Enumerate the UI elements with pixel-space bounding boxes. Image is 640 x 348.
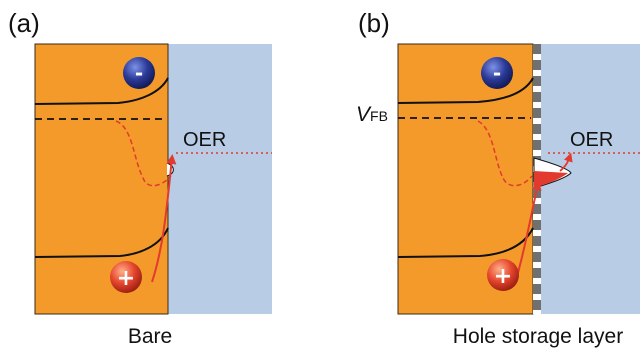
panel-b-label: (b) (358, 8, 390, 38)
hole-transfer-arrow-a (151, 154, 177, 283)
hole-transfer-arrow-b (515, 180, 542, 281)
semiconductor-region-a (34, 43, 169, 315)
hole-quasi-fermi-level-a (115, 120, 172, 187)
conduction-band-b (397, 77, 534, 104)
electron-sign-b: - (493, 61, 501, 85)
panel-a: (a) OER - + Bare (8, 8, 272, 348)
hole-icon-a (110, 261, 142, 293)
oer-label-b: OER (570, 129, 613, 151)
hole-icon-b (487, 259, 519, 291)
hole-sign-b: + (494, 264, 512, 289)
oer-label-a: OER (183, 129, 226, 151)
hole-sign-a: + (117, 266, 135, 291)
panel-b: (b) OER VFB - + Hole storage layer (356, 8, 640, 348)
oer-transfer-arrow-b (559, 152, 573, 172)
flat-band-label: VFB (356, 103, 388, 126)
electron-icon-b (481, 57, 513, 89)
electron-sign-a: - (135, 61, 143, 85)
conduction-band-a (34, 77, 169, 105)
stored-holes-fill (534, 171, 568, 188)
panel-a-label: (a) (8, 8, 40, 38)
electron-icon-a (123, 57, 155, 89)
caption-bare: Bare (128, 325, 172, 348)
valence-band-a (34, 227, 169, 258)
valence-band-b (397, 227, 534, 258)
electrolyte-region-a (168, 44, 272, 314)
caption-hole-storage-layer: Hole storage layer (453, 325, 623, 348)
